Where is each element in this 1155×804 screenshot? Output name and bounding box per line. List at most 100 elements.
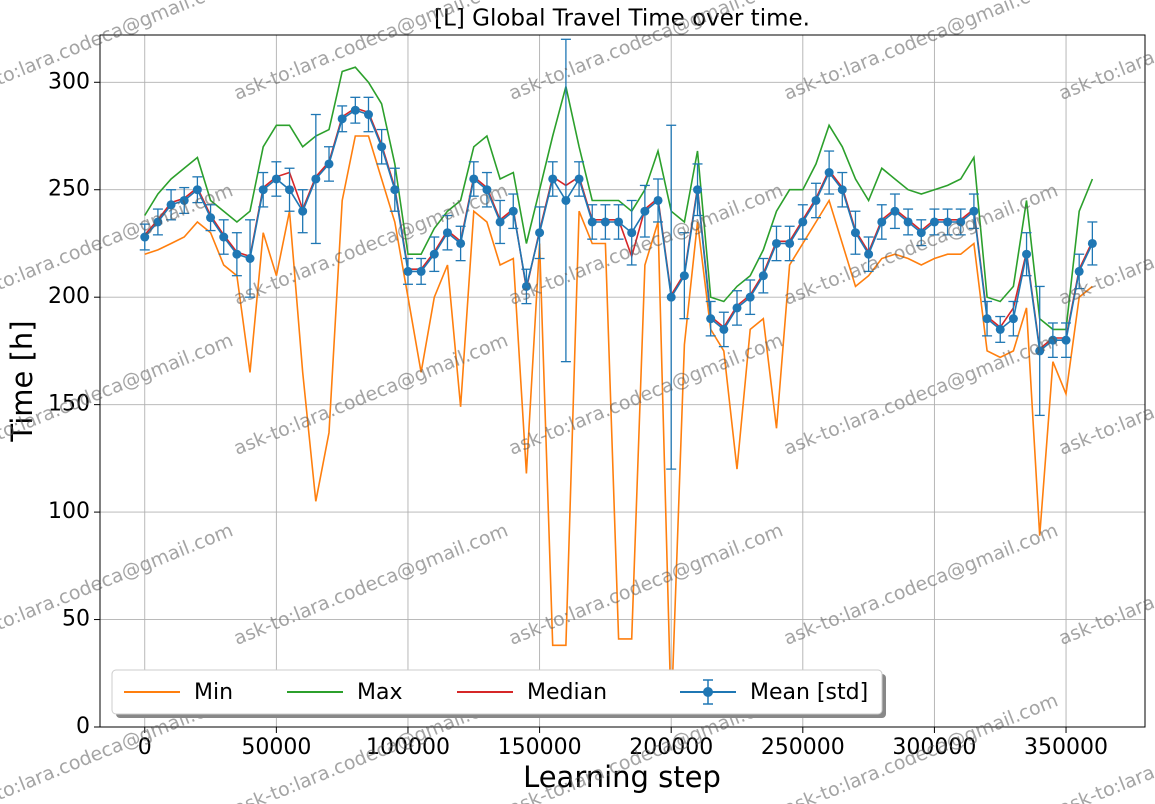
point (285, 185, 295, 195)
x-tick-label: 100000 (366, 735, 450, 760)
y-tick-label: 0 (76, 714, 90, 739)
watermark: ask-to:lara.codeca@gmail.com (781, 0, 1061, 105)
point (758, 271, 768, 281)
x-tick-label: 250000 (761, 735, 845, 760)
point (350, 105, 360, 115)
point (666, 292, 676, 302)
watermark: ask-to:lara.codeca@gmail.com (1056, 0, 1155, 105)
point (627, 228, 637, 238)
point (508, 206, 518, 216)
watermark: ask-to:lara.codeca@gmail.com (0, 0, 236, 105)
legend-label: Min (194, 680, 233, 705)
y-tick-label: 50 (62, 607, 90, 632)
watermark: ask-to:lara.codeca@gmail.com (781, 519, 1061, 649)
point (271, 174, 281, 184)
watermark: ask-to:lara.codeca@gmail.com (1056, 519, 1155, 649)
plot-area (139, 38, 1098, 717)
legend-label: Mean [std] (750, 680, 868, 705)
series-line (144, 66, 1094, 331)
point (916, 228, 926, 238)
point (929, 217, 939, 227)
point (1087, 238, 1097, 248)
point (298, 206, 308, 216)
point (864, 249, 874, 259)
point (824, 168, 834, 178)
y-tick-label: 300 (48, 69, 90, 94)
point (206, 213, 216, 223)
point (785, 238, 795, 248)
point (719, 324, 729, 334)
point (1048, 335, 1058, 345)
series-line (144, 135, 1093, 717)
x-tick-label: 0 (138, 735, 152, 760)
y-tick-label: 250 (48, 177, 90, 202)
point (982, 314, 992, 324)
point (811, 195, 821, 205)
watermark: ask-to:lara.codeca@gmail.com (231, 329, 511, 459)
point (771, 238, 781, 248)
watermark: ask-to:lara.codeca@gmail.com (0, 179, 236, 309)
point (337, 114, 347, 124)
point (903, 217, 913, 227)
point (969, 206, 979, 216)
y-axis-label: Time [h] (5, 320, 39, 442)
x-axis-label: Learning step (523, 760, 721, 794)
point (574, 174, 584, 184)
point (442, 228, 452, 238)
y-tick-label: 200 (48, 284, 90, 309)
point (693, 185, 703, 195)
point (1022, 249, 1032, 259)
point (311, 174, 321, 184)
point (390, 185, 400, 195)
point (995, 324, 1005, 334)
point (614, 217, 624, 227)
point (745, 292, 755, 302)
point (837, 185, 847, 195)
point (482, 185, 492, 195)
point (456, 238, 466, 248)
point (943, 217, 953, 227)
watermark: ask-to:lara.codeca@gmail.com (231, 519, 511, 649)
point (324, 159, 334, 169)
point (429, 249, 439, 259)
point (363, 110, 373, 120)
point (153, 217, 163, 227)
point (956, 217, 966, 227)
point (192, 185, 202, 195)
point (521, 281, 531, 291)
y-tick-label: 100 (48, 499, 90, 524)
point (587, 217, 597, 227)
x-tick-label: 50000 (241, 735, 311, 760)
point (1061, 335, 1071, 345)
point (706, 314, 716, 324)
point (245, 254, 255, 264)
point (679, 271, 689, 281)
axes-frame (99, 34, 1146, 728)
point (495, 217, 505, 227)
point (640, 206, 650, 216)
point (600, 217, 610, 227)
x-tick-label: 350000 (1024, 735, 1108, 760)
point (877, 217, 887, 227)
watermark: ask-to:lara.codeca@gmail.com (1056, 329, 1155, 459)
watermark: ask-to:lara.codeca@gmail.com (506, 519, 786, 649)
point (653, 195, 663, 205)
point (219, 232, 229, 242)
point (1035, 346, 1045, 356)
point (403, 266, 413, 276)
point (469, 174, 479, 184)
point (377, 142, 387, 152)
watermark: ask-to:lara.codeca@gmail.com (1056, 179, 1155, 309)
point (232, 249, 242, 259)
legend-marker (703, 687, 713, 697)
legend-label: Median (527, 680, 607, 705)
x-tick-label: 300000 (892, 735, 976, 760)
point (548, 174, 558, 184)
point (798, 217, 808, 227)
point (561, 195, 571, 205)
point (166, 200, 176, 210)
point (1008, 314, 1018, 324)
watermark: ask-to:lara.codeca@gmail.com (0, 519, 236, 649)
point (1074, 266, 1084, 276)
point (179, 195, 189, 205)
